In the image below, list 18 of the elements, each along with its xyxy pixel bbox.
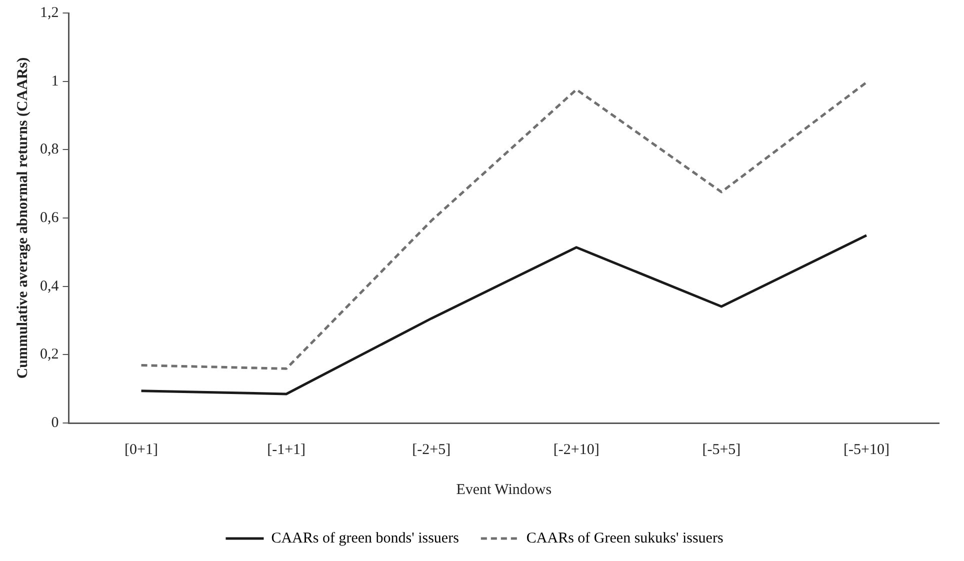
y-axis-title: Cummulative average abnormal returns (CAARs) <box>14 57 31 379</box>
x-tick-label: [-5+10] <box>844 442 890 458</box>
line-series <box>140 81 868 370</box>
legend-label: CAARs of green bonds' issuers <box>271 530 460 546</box>
x-axis-title: Event Windows <box>456 482 552 498</box>
y-tick-label: 0 <box>51 414 59 431</box>
x-tick-label: [-2+5] <box>412 442 451 458</box>
y-tick-label: 1,2 <box>40 4 59 21</box>
x-tick-label: [-2+10] <box>553 442 600 458</box>
y-tick-label: 0,4 <box>40 278 60 294</box>
y-tick-label: 0,8 <box>40 142 59 158</box>
legend-label: CAARs of Green sukuks' issuers <box>526 530 724 546</box>
y-tick-label: 0,6 <box>40 210 60 226</box>
x-tick-label: [-5+5] <box>702 442 741 458</box>
y-tick-label: 0,2 <box>40 346 59 363</box>
x-tick-label: [-1+1] <box>267 442 306 458</box>
y-tick-label: 1 <box>51 73 59 90</box>
x-tick-label: [0+1] <box>124 442 158 458</box>
